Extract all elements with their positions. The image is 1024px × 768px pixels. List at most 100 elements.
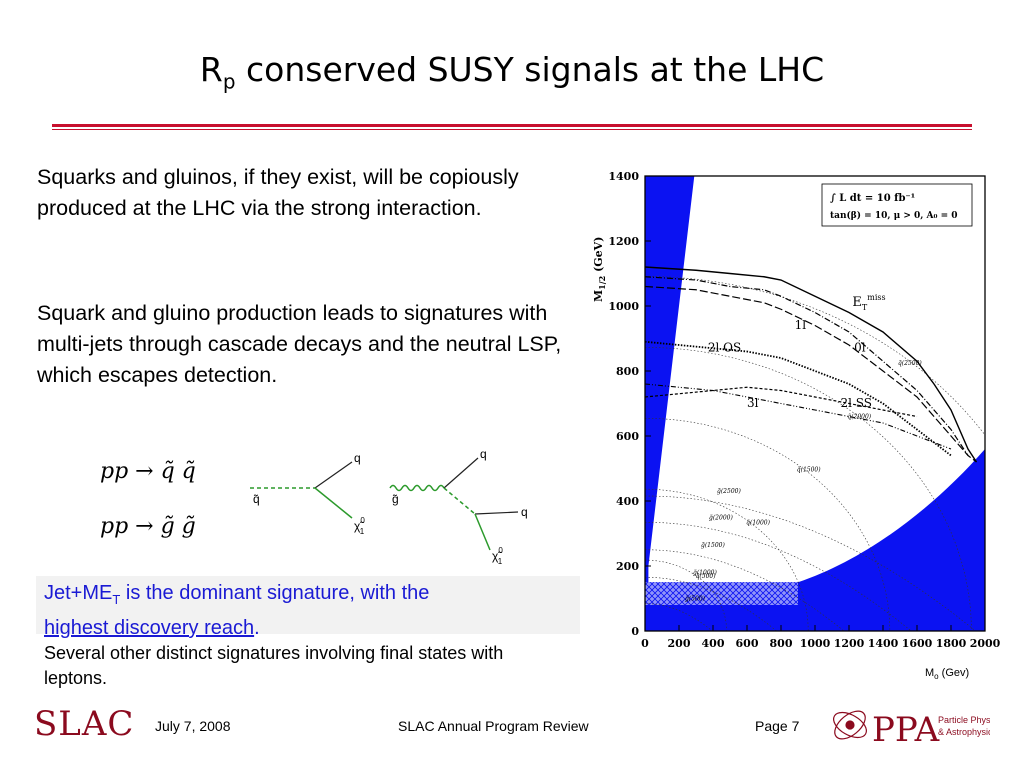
legend-parameters: tan(β) = 10, μ > 0, A₀ = 0: [830, 210, 958, 221]
label-et-miss: ETmiss: [852, 293, 885, 312]
x-tick-label: 1000: [800, 637, 831, 650]
ppa-line1: Particle Physics: [938, 715, 990, 725]
paragraph-signatures: Squark and gluino production leads to si…: [37, 301, 562, 387]
label-3l: 3l: [747, 396, 759, 410]
footer-page-number: Page 7: [755, 718, 800, 734]
label-gluino-neutralino: χ̃0 1: [492, 546, 503, 566]
gluino-line: [389, 484, 445, 492]
ppa-orbit-icon: [833, 710, 867, 740]
y-tick-label: 1200: [608, 235, 639, 248]
discovery-reach-link[interactable]: highest discovery reach: [44, 617, 255, 639]
gluino-contour-label: g̃(1500): [701, 542, 725, 549]
highlight-text: Jet+MET is the dominant signature, with …: [44, 579, 574, 642]
squark-intermediate-line: [443, 487, 476, 515]
gluino-decay-diagram: g̃ q q χ̃0 1: [389, 447, 528, 566]
title-rule-thin: [52, 129, 972, 130]
y-tick-label: 400: [616, 495, 639, 508]
title-main: R: [199, 50, 223, 89]
slac-logo: SLAC: [34, 704, 135, 744]
quark-line: [314, 461, 353, 489]
squark-contour-label: q̃(1000): [746, 520, 770, 527]
highlight-rest: is the dominant signature, with the: [120, 582, 430, 604]
production-diagrams: pp → q̃ q̃ pp → g̃ g̃ q̃ q χ̃0 1 g̃ q q χ…: [100, 447, 528, 566]
y-tick-label: 0: [631, 625, 639, 638]
x-tick-label: 800: [770, 637, 793, 650]
ppa-line2: & Astrophysics: [938, 727, 990, 737]
title-rule-thick: [52, 124, 972, 127]
label-gluino-quark1: q: [480, 447, 487, 461]
squark-contour-label: q̃(2000): [847, 413, 871, 420]
gluino-neutralino-line: [474, 513, 491, 551]
neutralino-line: [314, 487, 353, 519]
label-neutralino: χ̃0 1: [354, 516, 365, 536]
y-tick-label: 800: [616, 365, 639, 378]
y-axis-label: M1/2 (GeV): [592, 237, 607, 302]
x-tick-label: 1600: [902, 637, 933, 650]
x-tick-label: 0: [641, 637, 649, 650]
x-tick-label: 1200: [834, 637, 865, 650]
label-quark-out: q: [354, 451, 361, 465]
x-tick-label: 600: [736, 637, 759, 650]
gluino-mass-contour: [645, 521, 912, 631]
gluino-contour-label: g̃(1000): [693, 569, 717, 576]
y-tick-label: 1400: [608, 170, 639, 183]
reach-curve-3l: [645, 386, 918, 418]
slide-title: Rp conserved SUSY signals at the LHC: [0, 50, 1024, 94]
highlight-period: .: [254, 617, 260, 639]
gluino-contour-label: g̃(500): [685, 596, 706, 603]
x-tick-label: 2000: [970, 637, 1000, 650]
label-gluino-quark2: q: [521, 505, 528, 519]
squark-decay-diagram: q̃ q χ̃0 1: [250, 451, 365, 536]
squark-contour-label: q̃(2500): [898, 360, 922, 367]
squark-mass-contour: [645, 559, 727, 631]
label-2l-ss: 2l SS: [841, 396, 873, 410]
x-tick-label: 1400: [868, 637, 899, 650]
highlight-box: [36, 576, 580, 634]
footer-date: July 7, 2008: [155, 718, 231, 734]
reach-curve-2l-ss: [645, 383, 952, 450]
x-tick-label: 400: [702, 637, 725, 650]
y-tick-label: 600: [616, 430, 639, 443]
footer-title: SLAC Annual Program Review: [398, 718, 589, 734]
squark-contour-label: q̃(1500): [797, 466, 821, 473]
gluino-contour-label: g̃(2000): [709, 514, 733, 521]
x-axis-unit-label: Mo (Gev): [925, 667, 970, 682]
label-2l-os: 2l OS: [708, 341, 741, 355]
label-gluino-in: g̃: [392, 492, 399, 506]
reach-curve-2l-os: [645, 340, 952, 457]
gluino-mass-contour: [645, 549, 845, 631]
reach-curve-e-t-miss: [645, 266, 978, 463]
y-tick-label: 200: [616, 560, 639, 573]
equation-squark-pair: pp → q̃ q̃: [100, 459, 196, 484]
legend-luminosity: ∫ L dt = 10 fb⁻¹: [830, 193, 915, 204]
excluded-region-left: [645, 176, 695, 631]
paragraph-production: Squarks and gluinos, if they exist, will…: [37, 165, 519, 220]
lep-excluded-hatch-top: [645, 582, 798, 605]
x-tick-label: 200: [668, 637, 691, 650]
label-0l: 0l: [854, 341, 866, 355]
squark-mass-contour: [645, 488, 809, 631]
reach-curve-1l: [645, 276, 969, 456]
squark-contour-label: q̃(500): [696, 573, 717, 580]
gluino-mass-contour: [645, 576, 777, 631]
title-subscript: p: [222, 69, 236, 94]
highlight-jet: Jet+ME: [44, 582, 113, 604]
label-squark-in: q̃: [253, 492, 260, 506]
susy-reach-plot: g̃(500) g̃(1000) g̃(1500) g̃(2000) g̃(2500) q…: [592, 170, 1000, 650]
plot-legend: ∫ L dt = 10 fb⁻¹ tan(β) = 10, μ > 0, A₀ …: [821, 183, 973, 227]
second-quark-line: [474, 511, 519, 515]
ppa-logo: PPA Particle Physics & Astrophysics: [833, 710, 990, 750]
highlight-subscript: T: [112, 592, 121, 607]
y-tick-label: 1000: [608, 300, 639, 313]
reach-curve-0l: [645, 285, 977, 463]
gluino-mass-contour: [645, 495, 976, 631]
equation-gluino-pair: pp → g̃ g̃: [100, 514, 196, 539]
gluino-contour-label: g̃(2500): [717, 488, 741, 495]
other-signatures-text: Several other distinct signatures involv…: [44, 643, 504, 688]
label-1l: 1l: [795, 318, 807, 332]
x-tick-label: 1800: [936, 637, 967, 650]
squark-mass-contour: [645, 347, 972, 631]
title-rest: conserved SUSY signals at the LHC: [235, 50, 825, 89]
ppa-letters: PPA: [872, 710, 940, 750]
squark-mass-contour: [645, 276, 985, 436]
